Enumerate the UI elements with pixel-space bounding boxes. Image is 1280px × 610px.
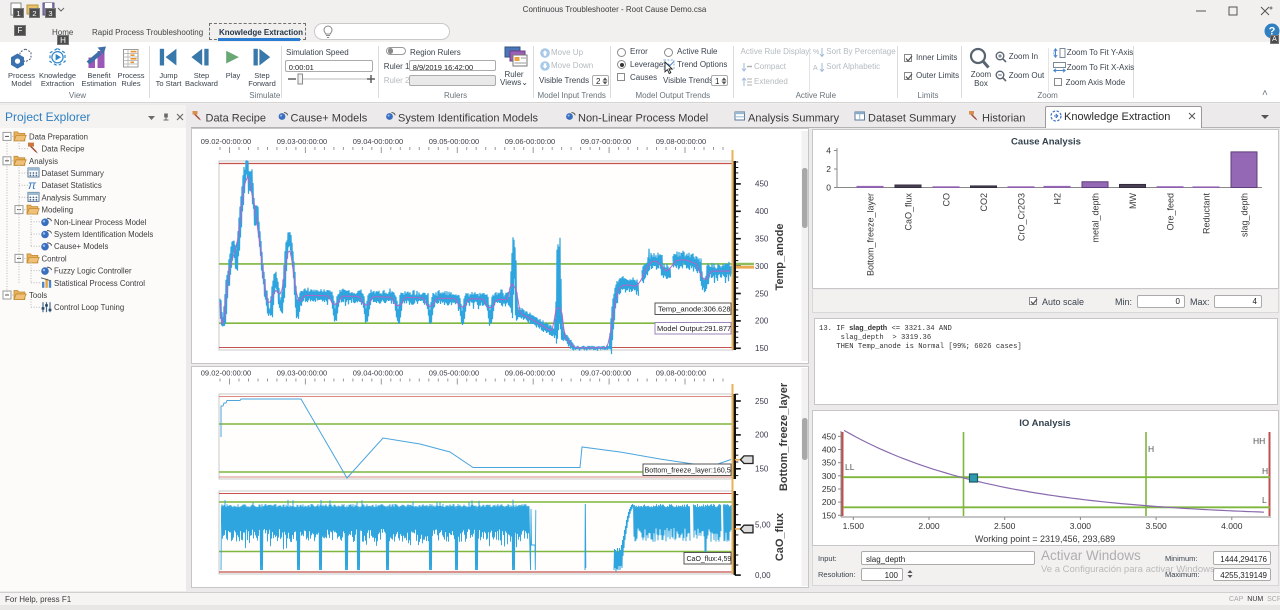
svg-text:Analysis Summary: Analysis Summary <box>42 193 107 202</box>
svg-text:3.500: 3.500 <box>1145 521 1167 531</box>
svg-text:Tools: Tools <box>29 291 47 300</box>
svg-text:350: 350 <box>822 458 836 468</box>
svg-text:5,00: 5,00 <box>755 521 771 530</box>
svg-text:Dataset Statistics: Dataset Statistics <box>42 181 102 190</box>
svg-text:Bottom_freeze_layer: Bottom_freeze_layer <box>866 193 876 276</box>
svg-text:Analysis Summary: Analysis Summary <box>748 113 840 125</box>
svg-text:250: 250 <box>755 397 769 406</box>
svg-text:09.02-00:00:00: 09.02-00:00:00 <box>201 137 251 146</box>
svg-text:09.08-00:00:00: 09.08-00:00:00 <box>656 137 706 146</box>
svg-text:HH: HH <box>1253 436 1265 446</box>
svg-text:400: 400 <box>822 445 836 455</box>
svg-text:Reductant: Reductant <box>1202 193 1212 235</box>
svg-text:09.03-00:00:00: 09.03-00:00:00 <box>277 137 327 146</box>
svg-text:System Identification Models: System Identification Models <box>398 113 539 125</box>
svg-text:%: % <box>813 49 819 56</box>
svg-text:Model Output:291.877: Model Output:291.877 <box>657 324 731 333</box>
svg-text:IO Analysis: IO Analysis <box>1019 418 1070 429</box>
svg-text:150: 150 <box>822 510 836 520</box>
svg-text:Cause Analysis: Cause Analysis <box>1011 137 1081 148</box>
svg-text:CrO_Cr2O3: CrO_Cr2O3 <box>1017 193 1027 241</box>
svg-text:H2: H2 <box>1053 193 1063 205</box>
svg-text:Bottom_freeze_layer: Bottom_freeze_layer <box>778 382 790 491</box>
svg-text:2.000: 2.000 <box>918 521 940 531</box>
svg-text:Cause+ Models: Cause+ Models <box>54 242 108 251</box>
svg-text:09.02-00:00:00: 09.02-00:00:00 <box>201 369 251 378</box>
svg-text:200: 200 <box>822 497 836 507</box>
svg-text:250: 250 <box>755 289 769 298</box>
svg-text:09.07-00:00:00: 09.07-00:00:00 <box>581 369 631 378</box>
svg-text:09.06-00:00:00: 09.06-00:00:00 <box>505 137 555 146</box>
svg-text:0: 0 <box>826 183 831 193</box>
svg-text:Historian: Historian <box>982 113 1025 125</box>
svg-text:Dataset Summary: Dataset Summary <box>42 169 104 178</box>
svg-text:150: 150 <box>755 465 769 474</box>
svg-text:CaO_flux: CaO_flux <box>774 512 786 561</box>
svg-text:09.06-00:00:00: 09.06-00:00:00 <box>505 369 555 378</box>
svg-text:200: 200 <box>755 317 769 326</box>
svg-text:Temp_anode: Temp_anode <box>774 223 786 290</box>
svg-text:π: π <box>28 178 37 192</box>
svg-text:300: 300 <box>822 471 836 481</box>
svg-text:09.04-00:00:00: 09.04-00:00:00 <box>353 137 403 146</box>
svg-text:Control Loop Tuning: Control Loop Tuning <box>54 303 124 312</box>
svg-text:Dataset Summary: Dataset Summary <box>868 113 957 125</box>
svg-text:09.08-00:00:00: 09.08-00:00:00 <box>656 369 706 378</box>
svg-text:Statistical Process Control: Statistical Process Control <box>54 279 145 288</box>
svg-text:400: 400 <box>755 207 769 216</box>
svg-text:09.07-00:00:00: 09.07-00:00:00 <box>581 137 631 146</box>
svg-text:CaO_flux:4,59: CaO_flux:4,59 <box>687 556 732 563</box>
svg-text:350: 350 <box>755 235 769 244</box>
svg-text:Data Preparation: Data Preparation <box>29 132 88 141</box>
svg-text:Control: Control <box>42 254 67 263</box>
svg-text:H: H <box>1262 466 1268 476</box>
svg-text:Fuzzy Logic Controller: Fuzzy Logic Controller <box>54 267 132 276</box>
svg-text:A: A <box>813 65 818 72</box>
svg-text:0,00: 0,00 <box>755 571 771 580</box>
svg-text:Non-Linear Process Model: Non-Linear Process Model <box>578 113 708 125</box>
svg-text:LL: LL <box>845 462 855 472</box>
svg-text:Modeling: Modeling <box>42 206 74 215</box>
svg-text:CO: CO <box>942 193 952 207</box>
svg-text:Cause+ Models: Cause+ Models <box>291 113 368 125</box>
svg-text:2.500: 2.500 <box>994 521 1016 531</box>
svg-text:4: 4 <box>826 146 831 156</box>
svg-text:450: 450 <box>822 431 836 441</box>
svg-text:09.04-00:00:00: 09.04-00:00:00 <box>353 369 403 378</box>
svg-text:slag_depth: slag_depth <box>1240 193 1250 237</box>
svg-text:1.500: 1.500 <box>843 521 865 531</box>
svg-text:2: 2 <box>826 164 831 174</box>
svg-text:System Identification Models: System Identification Models <box>54 230 153 239</box>
svg-text:09.05-00:00:00: 09.05-00:00:00 <box>429 369 479 378</box>
svg-text:Ore_feed: Ore_feed <box>1166 193 1176 231</box>
svg-text:Working point = 2319,456, 293,: Working point = 2319,456, 293,689 <box>975 534 1115 544</box>
svg-text:MW: MW <box>1128 193 1138 209</box>
svg-text:CO2: CO2 <box>979 193 989 212</box>
svg-text:L: L <box>1262 495 1267 505</box>
svg-text:Bottom_freeze_layer:160,5: Bottom_freeze_layer:160,5 <box>645 466 731 475</box>
svg-text:09.05-00:00:00: 09.05-00:00:00 <box>429 137 479 146</box>
svg-text:Data Recipe: Data Recipe <box>42 145 85 154</box>
svg-text:Non-Linear Process Model: Non-Linear Process Model <box>54 218 147 227</box>
svg-text:a: a <box>1053 50 1056 56</box>
svg-text:Temp_anode:306.628: Temp_anode:306.628 <box>658 305 731 314</box>
svg-text:09.03-00:00:00: 09.03-00:00:00 <box>277 369 327 378</box>
svg-text:H: H <box>1148 444 1154 454</box>
svg-text:4.000: 4.000 <box>1221 521 1243 531</box>
svg-text:200: 200 <box>755 431 769 440</box>
svg-text:Analysis: Analysis <box>29 157 58 166</box>
svg-text:150: 150 <box>755 344 769 353</box>
svg-text:300: 300 <box>755 262 769 271</box>
svg-text:metal_depth: metal_depth <box>1091 193 1101 243</box>
svg-text:250: 250 <box>822 484 836 494</box>
svg-text:CaO_flux: CaO_flux <box>904 193 914 231</box>
svg-text:?: ? <box>1269 26 1276 38</box>
svg-text:Data Recipe: Data Recipe <box>206 113 267 125</box>
svg-text:3.000: 3.000 <box>1070 521 1092 531</box>
svg-text:450: 450 <box>755 180 769 189</box>
